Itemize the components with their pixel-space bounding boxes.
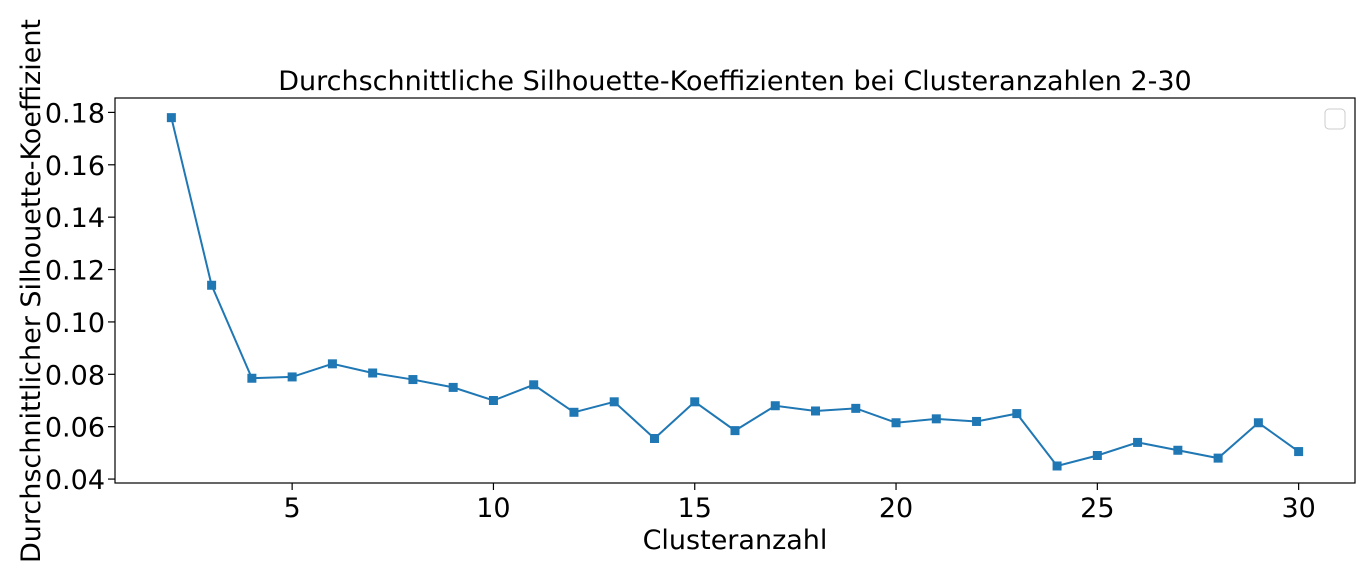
y-axis-label: Durchschnittlicher Silhouette-Koeffizien…: [16, 19, 47, 563]
data-point-marker: [529, 380, 539, 390]
data-point-marker: [166, 113, 176, 123]
data-point-marker: [730, 426, 740, 436]
plot-area: [115, 98, 1355, 483]
chart-title: Durchschnittliche Silhouette-Koeffizient…: [278, 66, 1191, 97]
data-point-marker: [649, 433, 659, 443]
data-point-marker: [569, 407, 579, 417]
y-tick-label: 0.08: [45, 360, 105, 391]
data-point-marker: [368, 368, 378, 378]
data-point-marker: [851, 403, 861, 413]
data-point-marker: [1253, 418, 1263, 428]
x-tick-label: 10: [476, 493, 510, 524]
data-point-marker: [1213, 453, 1223, 463]
data-point-marker: [1294, 447, 1304, 457]
plot-frame: [114, 97, 1356, 484]
data-point-marker: [891, 418, 901, 428]
y-tick-label: 0.12: [45, 256, 105, 287]
data-point-marker: [1133, 437, 1143, 447]
data-point-marker: [488, 396, 498, 405]
data-point-marker: [207, 280, 217, 290]
data-point-marker: [931, 414, 941, 424]
y-tick-label: 0.10: [45, 308, 105, 339]
legend-box: [1324, 108, 1346, 130]
y-tick-label: 0.16: [45, 151, 105, 182]
y-tick-label: 0.04: [45, 465, 105, 496]
data-point-marker: [690, 397, 700, 407]
data-point-marker: [247, 373, 257, 383]
data-point-marker: [1173, 445, 1183, 455]
x-tick-label: 15: [678, 493, 712, 524]
data-point-marker: [811, 406, 821, 416]
x-axis-ticks: 5 10 15 20 25 30: [284, 483, 1316, 524]
y-tick-label: 0.06: [45, 413, 105, 444]
y-tick-label: 0.14: [45, 203, 105, 234]
y-axis-ticks: 0.04 0.06 0.08 0.10 0.12 0.14 0.16 0.18: [45, 98, 115, 496]
data-point-marker: [1092, 451, 1102, 460]
series-layer: [166, 113, 1304, 471]
x-tick-label: 30: [1281, 493, 1315, 524]
data-point-marker: [448, 382, 458, 392]
x-tick-label: 20: [879, 493, 913, 524]
data-point-marker: [1012, 409, 1022, 419]
data-point-marker: [770, 401, 780, 411]
x-tick-label: 25: [1080, 493, 1114, 524]
data-point-marker: [287, 372, 297, 382]
x-axis-label: Clusteranzahl: [643, 525, 828, 556]
data-point-marker: [972, 416, 982, 426]
data-point-marker: [327, 359, 337, 369]
data-point-marker: [1052, 461, 1062, 471]
data-point-marker: [408, 375, 418, 385]
y-tick-label: 0.18: [45, 98, 105, 129]
data-point-marker: [609, 397, 619, 407]
x-tick-label: 5: [284, 493, 301, 524]
